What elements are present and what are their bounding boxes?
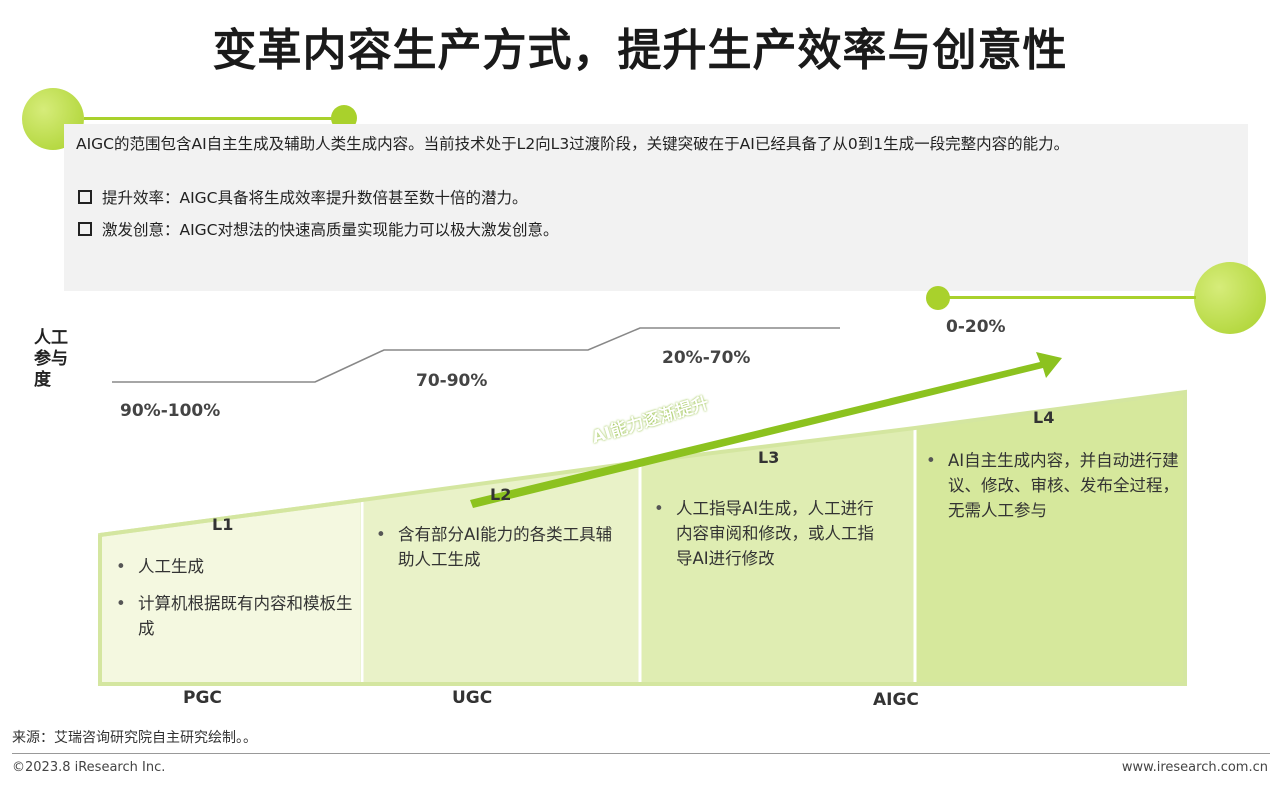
participation-l4: 0-20% xyxy=(946,317,1006,337)
decor-dot-right xyxy=(926,286,950,310)
level-label-l4: L4 xyxy=(1033,408,1055,427)
stage-label-pgc: PGC xyxy=(183,688,222,708)
footer-divider xyxy=(12,753,1270,754)
stage-label-aigc: AIGC xyxy=(873,690,919,710)
list-item: 计算机根据既有内容和模板生成 xyxy=(116,591,358,641)
list-item: 人工指导AI生成，人工进行内容审阅和修改，或人工指导AI进行修改 xyxy=(654,496,878,571)
participation-step-line xyxy=(112,327,840,383)
level-label-l1: L1 xyxy=(212,515,234,534)
level-items-l2: 含有部分AI能力的各类工具辅助人工生成 xyxy=(374,522,624,584)
list-item: AI自主生成内容，并自动进行建议、修改、审核、发布全过程，无需人工参与 xyxy=(926,448,1180,523)
bullet-creativity-text: 激发创意：AIGC对想法的快速高质量实现能力可以极大激发创意。 xyxy=(102,221,559,239)
description-box xyxy=(64,124,1248,291)
participation-l3: 20%-70% xyxy=(662,348,751,368)
checkbox-square-icon xyxy=(78,190,92,204)
level-items-l4: AI自主生成内容，并自动进行建议、修改、审核、发布全过程，无需人工参与 xyxy=(924,448,1180,535)
decor-line-top-left xyxy=(84,117,344,120)
bullet-efficiency: 提升效率：AIGC具备将生成效率提升数倍甚至数十倍的潜力。 xyxy=(78,186,528,208)
level-label-l2: L2 xyxy=(490,485,512,504)
decor-circle-right xyxy=(1194,262,1266,334)
website-url: www.iresearch.com.cn xyxy=(1121,760,1268,775)
checkbox-square-icon xyxy=(78,222,92,236)
stage-label-ugc: UGC xyxy=(452,688,493,708)
ai-capability-arrow xyxy=(470,352,1062,508)
level-label-l3: L3 xyxy=(758,448,780,467)
intro-text: AIGC的范围包含AI自主生成及辅助人类生成内容。当前技术处于L2向L3过渡阶段… xyxy=(76,135,1070,153)
level-items-l1: 人工生成 计算机根据既有内容和模板生成 xyxy=(114,554,358,653)
y-axis-label: 人工参与度 xyxy=(34,328,68,390)
participation-l2: 70-90% xyxy=(416,371,488,391)
list-item: 含有部分AI能力的各类工具辅助人工生成 xyxy=(376,522,624,572)
participation-l1: 90%-100% xyxy=(120,401,221,421)
decor-line-right xyxy=(946,296,1196,299)
copyright: ©2023.8 iResearch Inc. xyxy=(12,760,166,775)
list-item: 人工生成 xyxy=(116,554,358,579)
level-panel-l4 xyxy=(913,390,1187,686)
level-outline xyxy=(98,389,1187,686)
level-items-l3: 人工指导AI生成，人工进行内容审阅和修改，或人工指导AI进行修改 xyxy=(652,496,878,583)
bullet-efficiency-text: 提升效率：AIGC具备将生成效率提升数倍甚至数十倍的潜力。 xyxy=(102,189,528,207)
bullet-creativity: 激发创意：AIGC对想法的快速高质量实现能力可以极大激发创意。 xyxy=(78,218,559,240)
source-note: 来源：艾瑞咨询研究院自主研究绘制。。 xyxy=(12,730,257,746)
page-title: 变革内容生产方式，提升生产效率与创意性 xyxy=(212,25,1068,76)
